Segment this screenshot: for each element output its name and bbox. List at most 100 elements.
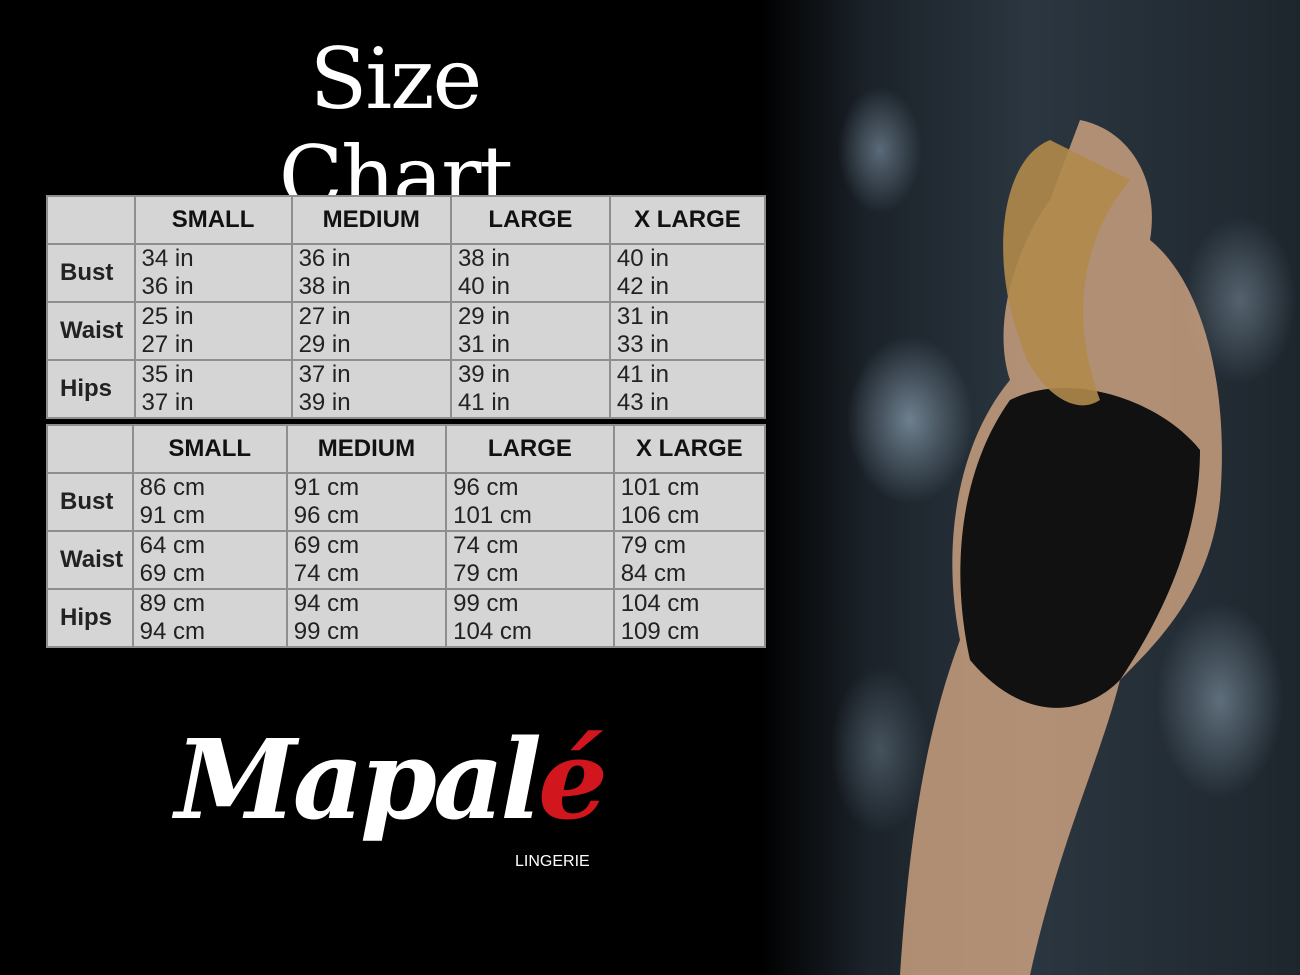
size-range-cell: 69 cm74 cm (285, 530, 448, 590)
measurement-value: 27 in (141, 331, 194, 358)
size-range-cell: 41 in43 in (608, 359, 767, 419)
model-figure (900, 120, 1222, 975)
header-blank (46, 424, 134, 474)
measurement-value: 34 in (141, 245, 194, 272)
measurement-value: 38 in (298, 273, 351, 300)
measurement-value: 94 cm (139, 618, 205, 645)
size-header: X LARGE (612, 424, 767, 474)
brand-logo: Mapalé (175, 715, 608, 844)
measurement-value: 31 in (457, 331, 510, 358)
measurement-value: 31 in (616, 303, 669, 330)
size-range-cell: 101 cm106 cm (612, 472, 767, 532)
measurement-value: 36 in (141, 273, 194, 300)
measurement-label: Hips (46, 588, 134, 648)
table-row: Waist 25 in27 in 27 in29 in 29 in31 in 31 in… (46, 301, 767, 361)
measurement-label: Hips (46, 359, 136, 419)
size-header: LARGE (445, 424, 615, 474)
measurement-value: 104 cm (453, 618, 532, 645)
size-range-cell: 29 in31 in (449, 301, 611, 361)
table-row: Bust 86 cm91 cm 91 cm96 cm 96 cm101 cm 101 c… (46, 472, 767, 532)
size-table-cm: SMALL MEDIUM LARGE X LARGE Bust 86 cm91 cm 91 … (46, 424, 767, 648)
measurement-value: 69 cm (293, 532, 360, 559)
measurement-label: Waist (46, 301, 136, 361)
measurement-value: 89 cm (139, 590, 205, 617)
size-range-cell: 27 in29 in (290, 301, 452, 361)
measurement-value: 106 cm (620, 502, 700, 529)
measurement-value: 84 cm (620, 560, 687, 587)
size-header: MEDIUM (290, 195, 452, 245)
table-row: Hips 89 cm94 cm 94 cm99 cm 99 cm104 cm 104 c… (46, 588, 767, 648)
measurement-value: 35 in (141, 361, 194, 388)
header-row: SMALL MEDIUM LARGE X LARGE (46, 424, 767, 474)
measurement-value: 91 cm (139, 502, 205, 529)
size-range-cell: 89 cm94 cm (131, 588, 288, 648)
size-range-cell: 91 cm96 cm (285, 472, 448, 532)
measurement-value: 25 in (141, 303, 194, 330)
size-header: X LARGE (608, 195, 767, 245)
size-header: SMALL (133, 195, 293, 245)
measurement-value: 86 cm (139, 474, 205, 501)
size-range-cell: 64 cm69 cm (131, 530, 288, 590)
measurement-value: 40 in (616, 245, 669, 272)
measurement-value: 40 in (457, 273, 510, 300)
measurement-value: 109 cm (620, 618, 700, 645)
measurement-value: 91 cm (293, 474, 360, 501)
measurement-value: 27 in (298, 303, 351, 330)
size-range-cell: 99 cm104 cm (445, 588, 615, 648)
measurement-value: 29 in (298, 331, 351, 358)
measurement-value: 96 cm (453, 474, 519, 501)
measurement-value: 96 cm (293, 502, 360, 529)
measurement-value: 104 cm (620, 590, 700, 617)
measurement-value: 33 in (616, 331, 669, 358)
size-range-cell: 74 cm79 cm (445, 530, 615, 590)
size-range-cell: 79 cm84 cm (612, 530, 767, 590)
measurement-value: 39 in (298, 389, 351, 416)
measurement-value: 41 in (457, 389, 510, 416)
logo-accent: é (538, 715, 608, 844)
size-range-cell: 35 in37 in (133, 359, 293, 419)
measurement-value: 39 in (457, 361, 510, 388)
size-header: LARGE (449, 195, 611, 245)
measurement-value: 99 cm (293, 618, 360, 645)
measurement-value: 79 cm (620, 532, 687, 559)
measurement-value: 94 cm (293, 590, 360, 617)
size-range-cell: 40 in42 in (608, 243, 767, 303)
measurement-value: 64 cm (139, 532, 205, 559)
measurement-value: 38 in (457, 245, 510, 272)
measurement-value: 42 in (616, 273, 669, 300)
size-range-cell: 94 cm99 cm (285, 588, 448, 648)
measurement-label: Bust (46, 243, 136, 303)
measurement-value: 69 cm (139, 560, 205, 587)
logo-text: Mapal (175, 715, 542, 844)
table-row: Waist 64 cm69 cm 69 cm74 cm 74 cm79 cm 79 cm… (46, 530, 767, 590)
size-range-cell: 96 cm101 cm (445, 472, 615, 532)
measurement-value: 41 in (616, 361, 669, 388)
measurement-value: 37 in (141, 389, 194, 416)
measurement-value: 29 in (457, 303, 510, 330)
size-table-inches: SMALL MEDIUM LARGE X LARGE Bust 34 in36 in 36 … (46, 195, 767, 419)
measurement-value: 36 in (298, 245, 351, 272)
size-header: MEDIUM (285, 424, 448, 474)
measurement-value: 101 cm (620, 474, 700, 501)
size-range-cell: 86 cm91 cm (131, 472, 288, 532)
measurement-label: Bust (46, 472, 134, 532)
measurement-value: 37 in (298, 361, 351, 388)
header-row: SMALL MEDIUM LARGE X LARGE (46, 195, 767, 245)
size-header: SMALL (131, 424, 288, 474)
size-range-cell: 39 in41 in (449, 359, 611, 419)
table-row: Hips 35 in37 in 37 in39 in 39 in41 in 41 in4… (46, 359, 767, 419)
table-row: Bust 34 in36 in 36 in38 in 38 in40 in 40 in4… (46, 243, 767, 303)
measurement-value: 74 cm (453, 532, 519, 559)
size-range-cell: 36 in38 in (290, 243, 452, 303)
header-blank (46, 195, 136, 245)
measurement-value: 79 cm (453, 560, 519, 587)
measurement-value: 99 cm (453, 590, 519, 617)
size-range-cell: 25 in27 in (133, 301, 293, 361)
measurement-value: 101 cm (453, 502, 532, 529)
size-range-cell: 34 in36 in (133, 243, 293, 303)
logo-subtitle: LINGERIE (515, 853, 590, 870)
measurement-value: 43 in (616, 389, 669, 416)
measurement-label: Waist (46, 530, 134, 590)
size-range-cell: 104 cm109 cm (612, 588, 767, 648)
size-range-cell: 37 in39 in (290, 359, 452, 419)
